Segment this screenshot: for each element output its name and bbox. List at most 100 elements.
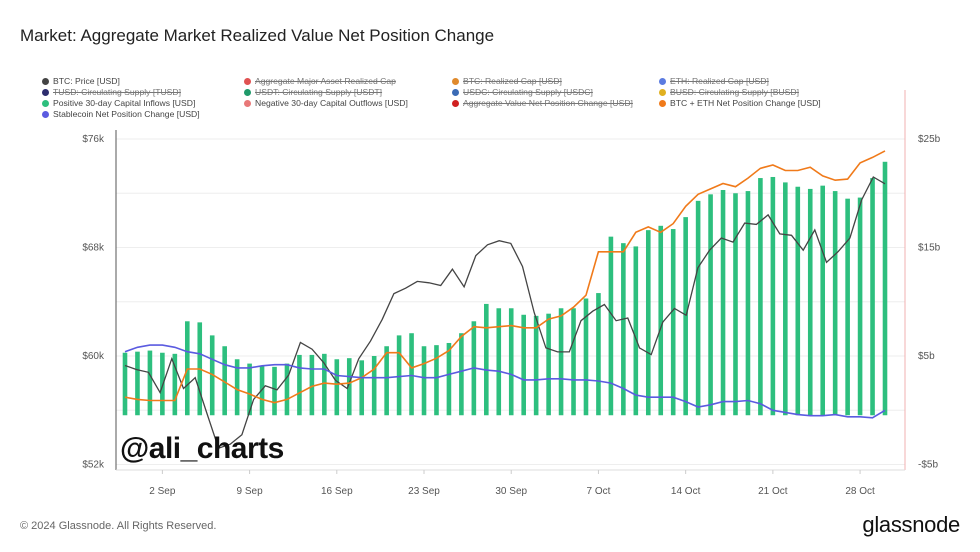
legend-label: Stablecoin Net Position Change [USD]: [53, 109, 200, 119]
x-tick-label: 7 Oct: [586, 486, 610, 497]
inflow-bar: [870, 178, 875, 416]
inflow-bar: [795, 186, 801, 416]
legend-dot-icon: [452, 77, 459, 85]
btc-eth-net-position-change-usd-line: [124, 150, 886, 404]
y-right-tick-label: $5b: [918, 351, 935, 362]
legend-label: USDT: Circulating Supply [USDT]: [255, 87, 383, 97]
inflow-bar: [733, 193, 738, 416]
legend-item[interactable]: TUSD: Circulating Supply [TUSD]: [42, 87, 181, 97]
legend-dot-icon: [244, 88, 251, 96]
x-tick-label: 21 Oct: [758, 486, 788, 497]
y-right-tick-label: $25b: [918, 134, 941, 145]
inflow-bar: [596, 293, 601, 416]
inflow-bar: [160, 352, 165, 416]
inflow-bar: [608, 236, 614, 416]
legend-label: USDC: Circulating Supply [USDC]: [463, 87, 593, 97]
inflow-bar: [783, 182, 788, 416]
legend-item[interactable]: Stablecoin Net Position Change [USD]: [42, 109, 200, 119]
glassnode-logo: glassnode: [862, 512, 960, 537]
inflow-bar: [172, 353, 178, 416]
inflow-bar: [247, 363, 252, 416]
x-tick-label: 30 Sep: [495, 486, 527, 497]
inflow-bar: [446, 342, 452, 416]
legend-label: BTC + ETH Net Position Change [USD]: [670, 98, 821, 108]
legend-dot-icon: [659, 77, 666, 85]
legend-dot-icon: [42, 88, 49, 96]
legend-item[interactable]: BTC: Realized Cap [USD]: [452, 76, 562, 86]
inflow-bar: [234, 359, 240, 416]
inflow-bar: [857, 197, 863, 416]
inflow-bar: [770, 176, 776, 416]
legend-item[interactable]: BTC + ETH Net Position Change [USD]: [659, 98, 821, 108]
inflow-bar: [346, 358, 352, 416]
y-left-tick-label: $68k: [82, 243, 105, 254]
legend-item[interactable]: ETH: Realized Cap [USD]: [659, 76, 769, 86]
copyright: © 2024 Glassnode. All Rights Reserved.: [20, 520, 217, 532]
inflow-bar: [845, 198, 850, 416]
legend-item[interactable]: USDT: Circulating Supply [USDT]: [244, 87, 382, 97]
btc-price-usd-line: [124, 176, 886, 450]
inflow-bar: [683, 217, 688, 416]
inflow-bar: [371, 356, 377, 416]
legend-dot-icon: [244, 77, 251, 85]
inflow-bar: [832, 191, 838, 416]
legend-item[interactable]: Negative 30-day Capital Outflows [USD]: [244, 98, 408, 108]
inflow-bar: [222, 346, 227, 416]
inflow-bar: [309, 354, 315, 416]
inflow-bar: [521, 314, 526, 416]
inflow-bar: [645, 230, 651, 416]
inflow-bar: [496, 308, 502, 416]
legend-label: Negative 30-day Capital Outflows [USD]: [255, 98, 408, 108]
legend-dot-icon: [42, 77, 49, 85]
inflow-bar: [571, 308, 576, 416]
inflow-bar: [533, 315, 539, 416]
x-tick-label: 14 Oct: [671, 486, 701, 497]
legend-item[interactable]: BTC: Price [USD]: [42, 76, 120, 86]
inflow-bar: [558, 308, 564, 416]
legend-item[interactable]: BUSD: Circulating Supply [BUSD]: [659, 87, 799, 97]
inflow-bar: [633, 246, 639, 416]
inflow-bar: [882, 161, 888, 416]
legend-item[interactable]: Aggregate Value Net Position Change [USD…: [452, 98, 633, 108]
inflow-bar: [670, 229, 676, 416]
inflow-bar: [745, 191, 751, 416]
inflow-bar: [459, 333, 464, 416]
inflow-bar: [583, 298, 589, 416]
y-left-tick-label: $76k: [82, 134, 105, 145]
chart-title: Market: Aggregate Market Realized Value …: [20, 26, 495, 45]
legend-label: BUSD: Circulating Supply [BUSD]: [670, 87, 799, 97]
inflow-bar: [807, 188, 813, 416]
inflow-bar: [334, 359, 340, 416]
legend-dot-icon: [659, 88, 666, 96]
inflow-bar: [284, 363, 290, 416]
inflow-bar: [720, 189, 726, 416]
x-tick-label: 23 Sep: [408, 486, 440, 497]
inflow-bar: [546, 313, 551, 416]
x-tick-label: 2 Sep: [149, 486, 176, 497]
legend-dot-icon: [452, 88, 459, 96]
inflow-bar: [396, 335, 402, 416]
inflow-bar: [421, 346, 427, 416]
legend-label: Aggregate Major Asset Realized Cap: [255, 76, 396, 86]
x-tick-label: 16 Sep: [321, 486, 353, 497]
inflow-bar: [147, 350, 153, 416]
legend-item[interactable]: USDC: Circulating Supply [USDC]: [452, 87, 593, 97]
legend-item[interactable]: Aggregate Major Asset Realized Cap: [244, 76, 396, 86]
legend-label: BTC: Price [USD]: [53, 76, 120, 86]
legend-dot-icon: [659, 99, 666, 107]
legend-item[interactable]: Positive 30-day Capital Inflows [USD]: [42, 98, 195, 108]
inflow-bar: [409, 333, 414, 416]
legend-label: ETH: Realized Cap [USD]: [670, 76, 769, 86]
x-tick-label: 9 Sep: [237, 486, 264, 497]
inflow-bar: [658, 225, 664, 416]
legend-dot-icon: [452, 99, 459, 107]
inflow-bar: [508, 308, 514, 416]
legend-label: BTC: Realized Cap [USD]: [463, 76, 562, 86]
inflow-bar: [621, 243, 626, 416]
watermark: @ali_charts: [120, 432, 284, 465]
inflow-bar: [695, 200, 701, 416]
legend-label: Aggregate Value Net Position Change [USD…: [463, 98, 633, 108]
inflow-bar: [322, 353, 327, 416]
legend-dot-icon: [244, 99, 251, 107]
